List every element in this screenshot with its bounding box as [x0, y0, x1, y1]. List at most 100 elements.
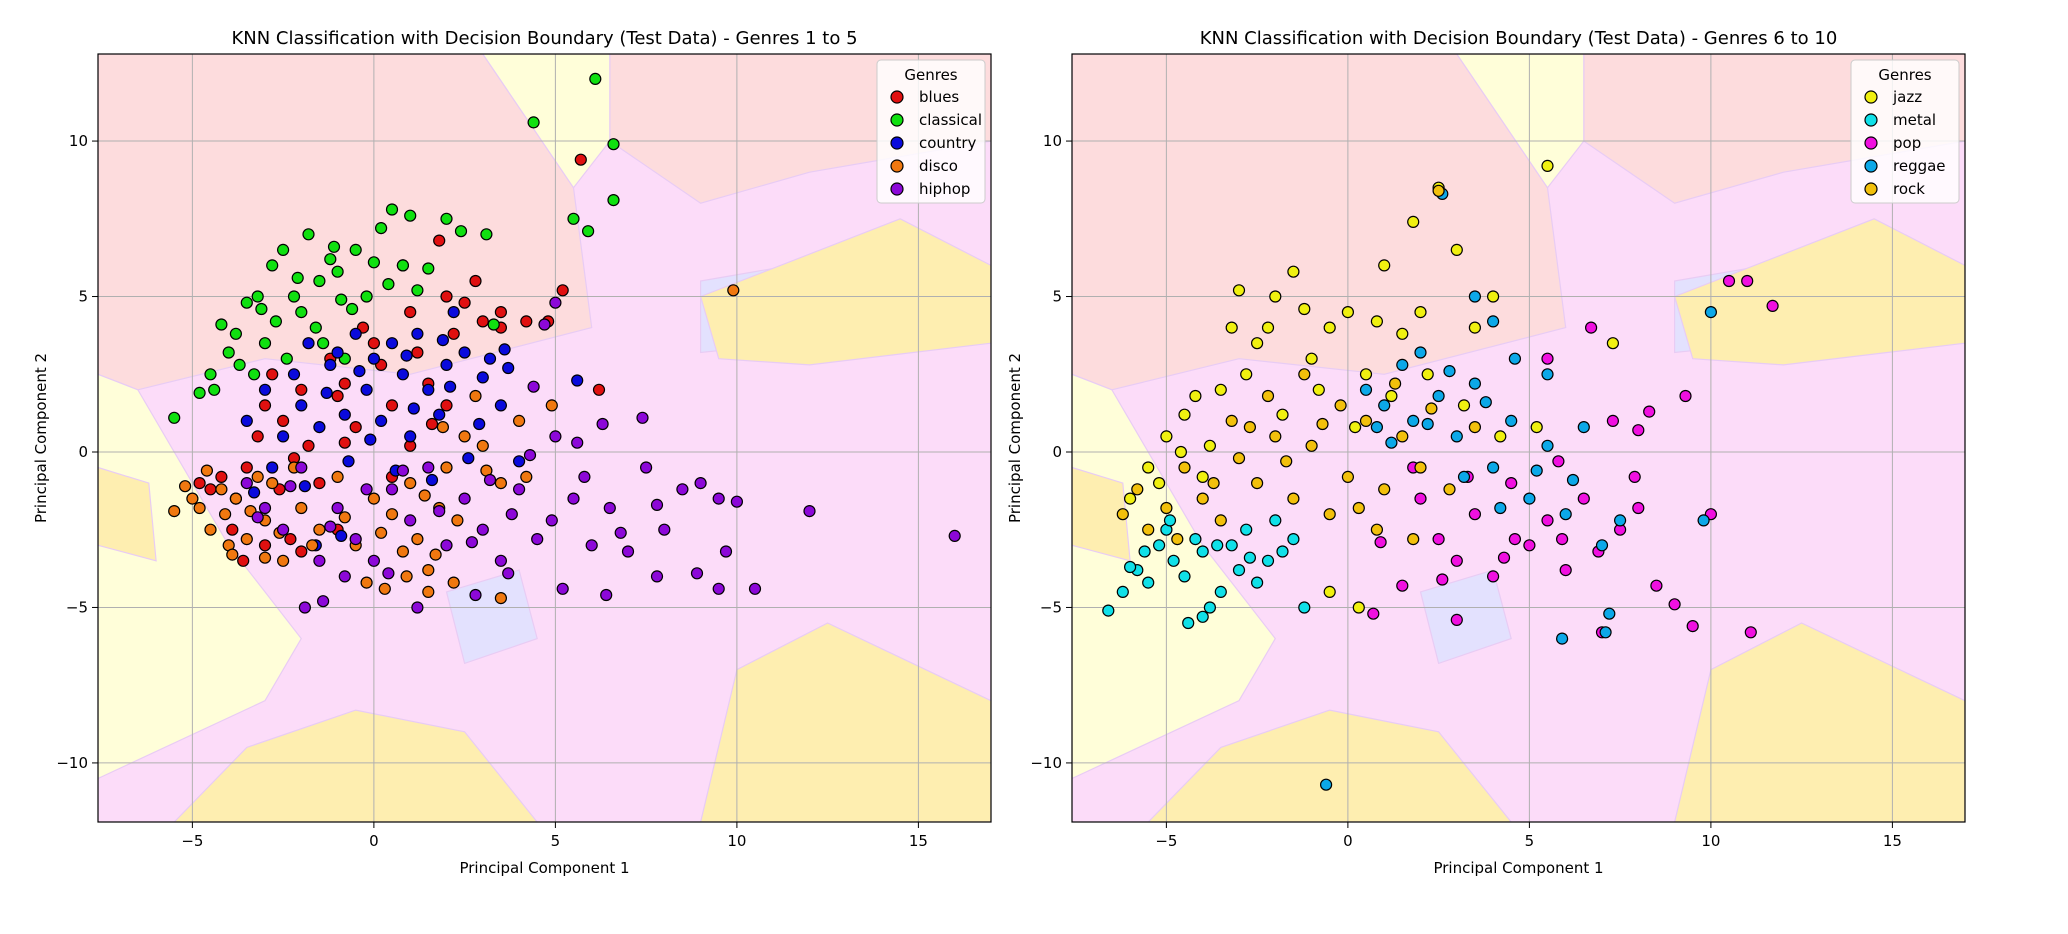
- point-country: [483, 352, 497, 365]
- chart-panel-genres-1-to-5: −5 0 5 10 15 −10 −5 0 5 10 KNN Classification with…: [32, 28, 992, 877]
- point-blues: [592, 383, 606, 396]
- point-country: [400, 349, 413, 362]
- point-classical: [266, 259, 279, 272]
- point-pop: [1606, 414, 1620, 427]
- point-blues: [313, 477, 326, 490]
- point-blues: [433, 234, 446, 247]
- point-country: [502, 361, 515, 375]
- point-pop: [1559, 563, 1572, 577]
- point-classical: [360, 290, 373, 303]
- point-hiphop: [658, 523, 671, 536]
- point-jazz: [1232, 284, 1246, 297]
- chart-title: KNN Classification with Decision Boundar…: [1200, 28, 1838, 49]
- point-classical: [251, 290, 264, 303]
- point-blues: [556, 284, 569, 297]
- point-reggae: [1577, 421, 1590, 434]
- point-hiphop: [502, 567, 515, 580]
- point-classical: [208, 383, 221, 396]
- point-reggae: [1443, 365, 1456, 378]
- point-jazz: [1370, 315, 1384, 328]
- point-rock: [1432, 184, 1445, 197]
- point-pop: [1766, 299, 1779, 312]
- point-blues: [277, 414, 290, 427]
- point-hiphop: [730, 495, 744, 508]
- point-disco: [258, 551, 272, 564]
- point-hiphop: [505, 508, 518, 521]
- point-hiphop: [367, 554, 380, 567]
- point-rock: [1425, 402, 1438, 415]
- point-disco: [447, 576, 460, 589]
- point-hiphop: [258, 501, 272, 515]
- point-hiphop: [277, 523, 290, 536]
- point-country: [433, 408, 446, 421]
- point-metal: [1116, 585, 1129, 599]
- y-axis-label: Principal Component 2: [32, 353, 50, 523]
- plot-frame: [97, 53, 992, 823]
- point-reggae: [1508, 352, 1522, 365]
- point-reggae: [1479, 396, 1492, 409]
- point-metal: [1138, 545, 1151, 558]
- point-classical: [367, 256, 380, 269]
- point-metal: [1182, 616, 1195, 630]
- point-country: [367, 352, 380, 365]
- legend-title: Genres: [1878, 66, 1931, 84]
- point-pop: [1650, 579, 1663, 592]
- point-blues: [193, 477, 206, 490]
- point-hiphop: [636, 411, 649, 424]
- point-jazz: [1174, 445, 1188, 459]
- point-jazz: [1323, 321, 1336, 334]
- y-axis-label: Principal Component 2: [1006, 353, 1024, 523]
- legend-marker-blues: [890, 90, 904, 104]
- point-blues: [404, 306, 417, 319]
- point-country: [436, 334, 449, 347]
- point-country: [266, 461, 279, 474]
- point-pop: [1486, 570, 1500, 583]
- point-jazz: [1312, 383, 1325, 396]
- point-hiphop: [948, 529, 961, 543]
- gridlines: [98, 54, 991, 822]
- x-tick-label: −5: [181, 832, 203, 850]
- legend-marker-country: [890, 136, 904, 150]
- point-pop: [1468, 508, 1482, 521]
- point-jazz: [1276, 408, 1289, 421]
- point-blues: [237, 554, 250, 567]
- point-hiphop: [523, 449, 537, 462]
- point-pop: [1541, 352, 1554, 365]
- point-disco: [400, 570, 413, 583]
- point-metal: [1203, 601, 1217, 614]
- point-blues: [458, 296, 471, 309]
- point-rock: [1407, 532, 1420, 546]
- point-hiphop: [585, 539, 598, 552]
- point-jazz: [1261, 321, 1275, 334]
- point-blues: [520, 315, 533, 328]
- point-rock: [1370, 523, 1384, 536]
- point-reggae: [1468, 377, 1482, 390]
- point-reggae: [1494, 501, 1507, 515]
- point-hiphop: [404, 514, 417, 527]
- point-jazz: [1530, 421, 1543, 434]
- point-hiphop: [385, 483, 399, 496]
- point-hiphop: [422, 461, 435, 474]
- point-jazz: [1378, 259, 1391, 272]
- point-disco: [396, 545, 409, 558]
- point-metal: [1269, 514, 1282, 527]
- decision-region-disco: [1072, 466, 1131, 562]
- point-reggae: [1595, 539, 1609, 552]
- point-jazz: [1407, 215, 1420, 228]
- point-blues: [349, 421, 362, 434]
- x-tick-label: −5: [1155, 832, 1177, 850]
- point-rock: [1261, 389, 1275, 403]
- point-jazz: [1287, 265, 1300, 278]
- point-hiphop: [545, 514, 558, 527]
- data-points: [168, 72, 961, 614]
- point-jazz: [1142, 461, 1155, 474]
- point-hiphop: [251, 511, 264, 524]
- point-blues: [284, 532, 297, 546]
- point-disco: [193, 501, 206, 515]
- point-reggae: [1541, 439, 1554, 452]
- point-rock: [1142, 523, 1155, 536]
- point-reggae: [1319, 778, 1333, 791]
- point-disco: [168, 505, 181, 518]
- point-disco: [436, 421, 449, 434]
